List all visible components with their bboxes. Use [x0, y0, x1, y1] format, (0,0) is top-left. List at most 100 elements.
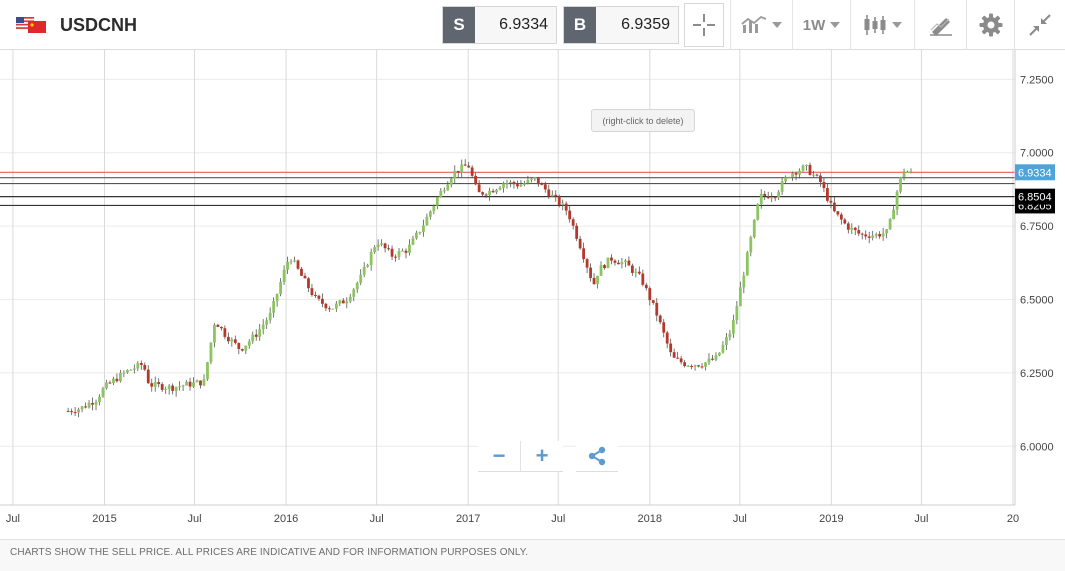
- share-button[interactable]: [576, 441, 618, 471]
- candle-body: [411, 238, 415, 245]
- candle-body: [303, 275, 307, 279]
- candle-body: [690, 365, 693, 367]
- price-badge-label: 6.9334: [1018, 167, 1052, 179]
- x-tick-label: 2015: [92, 513, 116, 525]
- zoom-controls: − +: [478, 441, 563, 472]
- candle-body: [571, 219, 575, 226]
- candle-body: [300, 268, 303, 276]
- candle-body: [136, 363, 140, 369]
- candle-body: [731, 319, 735, 334]
- chart-type-dropdown[interactable]: [850, 0, 914, 50]
- candle-body: [745, 252, 749, 276]
- indicators-button[interactable]: [730, 0, 792, 50]
- candle-body: [355, 282, 359, 290]
- candle-body: [596, 275, 599, 285]
- candle-body: [258, 329, 262, 337]
- price-badge-label: 6.8504: [1018, 192, 1052, 204]
- plus-icon: +: [535, 443, 549, 468]
- candle-body: [711, 358, 714, 360]
- candle-body: [390, 248, 394, 257]
- candle-body: [589, 267, 592, 278]
- delete-hint-tooltip: (right-click to delete): [591, 109, 695, 132]
- candle-body: [543, 184, 547, 190]
- share-icon: [588, 446, 606, 466]
- candle-body: [268, 312, 272, 321]
- candle-body: [606, 257, 610, 269]
- x-tick-label: 2017: [456, 513, 480, 525]
- candle-body: [850, 227, 854, 230]
- candle-body: [902, 172, 906, 178]
- candle-body: [233, 339, 237, 343]
- candle-body: [885, 229, 889, 234]
- candle-body: [460, 164, 464, 173]
- candle-body: [502, 183, 505, 188]
- chevron-down-icon: [830, 22, 841, 28]
- candle-body: [122, 372, 126, 374]
- crosshair-button[interactable]: [684, 3, 724, 47]
- candle-body: [439, 190, 443, 198]
- drawing-tools-button[interactable]: [914, 0, 966, 50]
- zoom-in-button[interactable]: +: [521, 441, 563, 471]
- candle-body: [582, 248, 586, 260]
- sell-price-button[interactable]: S 6.9334: [442, 6, 557, 44]
- zoom-out-button[interactable]: −: [478, 441, 520, 471]
- candle-body: [648, 288, 652, 301]
- candle-body: [624, 260, 627, 263]
- candle-body: [669, 343, 673, 353]
- x-tick-label: 2018: [638, 513, 662, 525]
- indicators-icon: [741, 15, 767, 33]
- candle-body: [488, 190, 491, 196]
- candle-body: [192, 382, 195, 387]
- candle-body: [296, 260, 300, 269]
- candle-body: [84, 406, 87, 408]
- buy-tag: B: [564, 7, 596, 43]
- candle-body: [98, 396, 101, 403]
- candle-body: [279, 281, 283, 294]
- candle-body: [463, 164, 467, 166]
- candle-body: [676, 357, 680, 359]
- instrument-symbol: USDCNH: [60, 15, 138, 35]
- candle-body: [864, 234, 868, 237]
- candle-body: [387, 248, 390, 250]
- candle-body: [846, 223, 850, 230]
- candle-body: [195, 380, 199, 383]
- candle-body: [839, 214, 843, 220]
- candle-body: [70, 411, 74, 413]
- horizontal-levels[interactable]: [0, 171, 1015, 207]
- price-chart[interactable]: 7.2500 7.0000 6.7500 6.5000 6.2500 6.0000 Jul…: [0, 50, 1065, 539]
- timeframe-dropdown[interactable]: 1W: [792, 0, 850, 50]
- candle-body: [428, 211, 432, 217]
- candle-body: [644, 284, 648, 289]
- candle-body: [118, 372, 122, 382]
- candle-body: [637, 271, 641, 274]
- disclaimer-text: CHARTS SHOW THE SELL PRICE. ALL PRICES A…: [10, 547, 529, 558]
- x-tick-label: 2019: [819, 513, 843, 525]
- candle-body: [526, 179, 530, 184]
- candle-body: [752, 219, 756, 238]
- candle-body: [317, 295, 321, 299]
- candle-body: [529, 178, 533, 180]
- collapse-button[interactable]: [1014, 0, 1065, 50]
- candle-body: [101, 388, 105, 397]
- candle-body: [822, 182, 826, 189]
- footer: CHARTS SHOW THE SELL PRICE. ALL PRICES A…: [0, 539, 1065, 571]
- candle-body: [655, 302, 659, 316]
- candle-body: [275, 293, 279, 302]
- candle-body: [185, 381, 188, 386]
- candle-body: [700, 366, 704, 368]
- candle-body: [867, 236, 871, 238]
- settings-button[interactable]: [966, 0, 1014, 50]
- candle-body: [310, 288, 314, 295]
- candle-body: [808, 164, 812, 175]
- candle-body: [599, 265, 603, 276]
- candle-body: [376, 244, 380, 248]
- candle-body: [617, 262, 620, 265]
- candle-body: [366, 264, 370, 267]
- candle-body: [721, 344, 725, 353]
- candle-body: [697, 365, 700, 367]
- candle-body: [585, 259, 589, 268]
- candle-body: [505, 182, 509, 184]
- candle-body: [327, 308, 331, 310]
- x-tick-label: Jul: [733, 513, 747, 525]
- buy-price-button[interactable]: B 6.9359: [563, 6, 679, 44]
